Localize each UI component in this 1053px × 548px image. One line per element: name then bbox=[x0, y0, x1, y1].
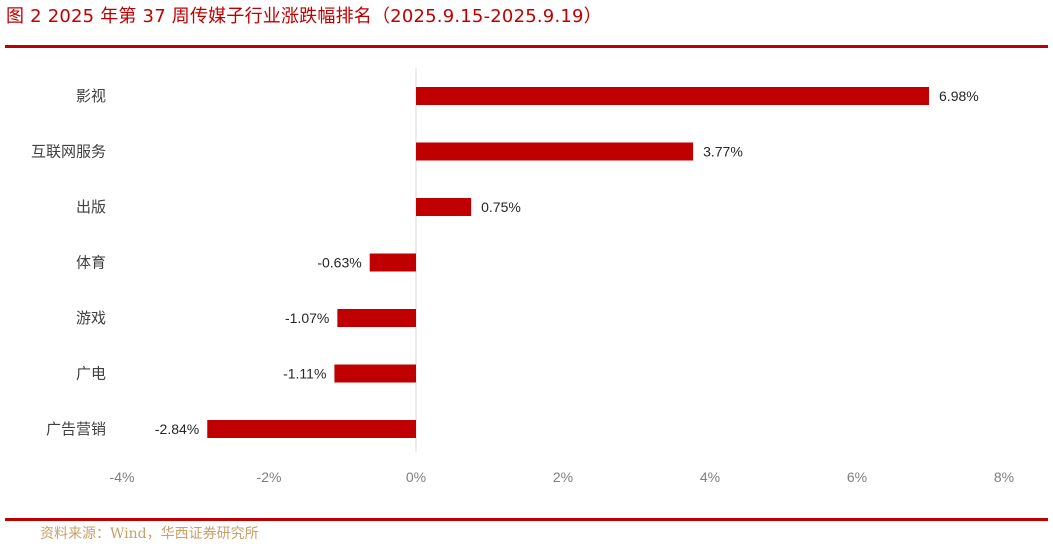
bar bbox=[416, 87, 930, 105]
bar bbox=[334, 364, 416, 383]
x-tick-label: 2% bbox=[553, 469, 573, 485]
data-label: 3.77% bbox=[703, 144, 743, 160]
x-tick-label: 6% bbox=[847, 469, 867, 485]
category-label: 影视 bbox=[76, 87, 106, 105]
bar bbox=[369, 253, 416, 272]
source-note: 资料来源：Wind，华西证券研究所 bbox=[40, 526, 259, 542]
category-label: 广告营销 bbox=[46, 420, 106, 438]
category-label: 广电 bbox=[76, 365, 106, 383]
data-label: -1.07% bbox=[285, 310, 329, 326]
data-labels: 6.98% 3.77% 0.75% -0.63% -1.07% -1.11% -2.84% bbox=[155, 88, 979, 437]
category-label: 体育 bbox=[76, 254, 106, 272]
category-label: 出版 bbox=[76, 198, 106, 216]
footer-divider bbox=[5, 518, 1048, 521]
category-label: 游戏 bbox=[76, 309, 106, 327]
data-label: 0.75% bbox=[481, 199, 521, 215]
x-tick-label: -2% bbox=[257, 469, 282, 485]
figure-title: 图 2 2025 年第 37 周传媒子行业涨跌幅排名（2025.9.15-202… bbox=[6, 6, 602, 27]
x-tick-label: 4% bbox=[700, 469, 720, 485]
bar bbox=[416, 142, 694, 161]
data-label: -2.84% bbox=[155, 421, 199, 437]
bar bbox=[337, 309, 416, 327]
x-tick-label: -4% bbox=[110, 469, 135, 485]
data-label: 6.98% bbox=[939, 88, 979, 104]
bar bbox=[207, 420, 416, 438]
x-tick-label: 0% bbox=[406, 469, 426, 485]
bars-layer bbox=[207, 87, 930, 438]
bar bbox=[416, 198, 472, 216]
title-divider bbox=[5, 45, 1048, 48]
data-label: -0.63% bbox=[317, 255, 361, 271]
category-label: 互联网服务 bbox=[31, 143, 106, 161]
x-axis-ticks: -4% -2% 0% 2% 4% 6% 8% bbox=[110, 469, 1015, 485]
x-tick-label: 8% bbox=[994, 469, 1014, 485]
data-label: -1.11% bbox=[283, 366, 326, 382]
